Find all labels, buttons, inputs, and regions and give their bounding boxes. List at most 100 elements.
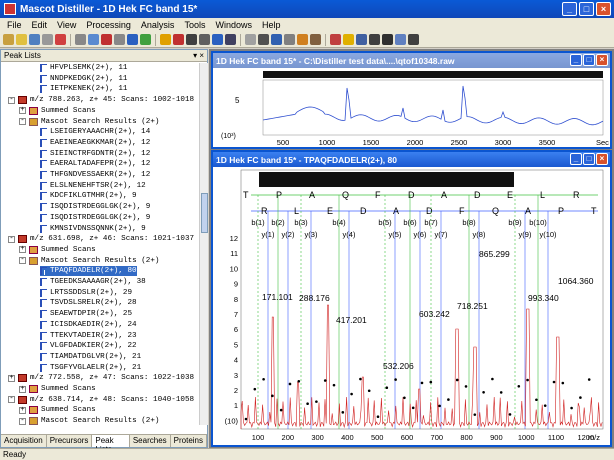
expand-toggle-icon[interactable]: -: [8, 95, 15, 104]
toolbar-button-icon[interactable]: [284, 34, 295, 45]
tab-precursors[interactable]: Precursors: [47, 435, 93, 447]
toolbar-button-icon[interactable]: [310, 34, 321, 45]
spec-close-button[interactable]: ×: [596, 153, 608, 165]
spectrum-window[interactable]: 1D Hek FC band 15* - TPAQFDADELR(2+), 80…: [211, 150, 612, 447]
tree-item[interactable]: Summed Scans: [29, 405, 96, 415]
menu-file[interactable]: File: [7, 20, 22, 30]
toolbar-button-icon[interactable]: [114, 34, 125, 45]
tree-item[interactable]: EAEINEAEGKKMAR(2+), 12: [40, 138, 150, 148]
toolbar-button-icon[interactable]: [271, 34, 282, 45]
raw-minimize-button[interactable]: _: [570, 54, 582, 66]
close-button[interactable]: ×: [596, 2, 611, 16]
tree-item[interactable]: KMNSIVDNSSQNNK(2+), 9: [40, 224, 146, 234]
maximize-button[interactable]: □: [579, 2, 594, 16]
toolbar-button-icon[interactable]: [343, 34, 354, 45]
tree-item[interactable]: SEAEWTDPIR(2+), 25: [40, 309, 132, 319]
menu-tools[interactable]: Tools: [184, 20, 206, 30]
expand-toggle-icon[interactable]: +: [19, 384, 26, 393]
tree-item[interactable]: VLGFDADKIER(2+), 22: [40, 341, 137, 351]
tree-item[interactable]: Summed Scans: [29, 106, 96, 116]
toolbar-button-icon[interactable]: [3, 34, 14, 45]
tab-searches[interactable]: Searches: [130, 435, 171, 447]
expand-toggle-icon[interactable]: +: [19, 245, 26, 254]
toolbar-button-icon[interactable]: [330, 34, 341, 45]
menu-processing[interactable]: Processing: [86, 20, 131, 30]
tree-item[interactable]: HFVPLSEMK(2+), 11: [40, 63, 127, 73]
raw-data-window[interactable]: 1D Hek FC band 15* - C:\Distiller test d…: [211, 51, 612, 149]
tree-item[interactable]: m/z 788.263, z+ 45: Scans: 1002-1018: [18, 95, 194, 105]
pane-close-icon[interactable]: ▾ ×: [193, 51, 204, 60]
toolbar-button-icon[interactable]: [75, 34, 86, 45]
expand-toggle-icon[interactable]: -: [19, 117, 26, 125]
raw-window-titlebar[interactable]: 1D Hek FC band 15* - C:\Distiller test d…: [213, 53, 610, 68]
tree-item[interactable]: Summed Scans: [29, 245, 96, 255]
raw-restore-button[interactable]: □: [583, 54, 595, 66]
minimize-button[interactable]: _: [562, 2, 577, 16]
tree-item[interactable]: TIAMDATDGLVR(2+), 21: [40, 352, 141, 362]
toolbar-button-icon[interactable]: [88, 34, 99, 45]
tree-item[interactable]: Summed Scans: [29, 384, 96, 394]
toolbar-button-icon[interactable]: [55, 34, 66, 45]
tree-item[interactable]: m/z 638.714, z+ 48: Scans: 1040-1058: [18, 395, 194, 405]
tree-item[interactable]: Mascot Search Results (2+): [29, 256, 159, 266]
toolbar-button-icon[interactable]: [160, 34, 171, 45]
tree-item[interactable]: ISQDISTRDEGGLGK(2+), 9: [40, 202, 150, 212]
tree-item[interactable]: ISQDISTRDEGGLGK(2+), 9: [40, 213, 150, 223]
toolbar-button-icon[interactable]: [101, 34, 112, 45]
toolbar-button-icon[interactable]: [127, 34, 138, 45]
menu-view[interactable]: View: [57, 20, 77, 30]
menu-windows[interactable]: Windows: [215, 20, 252, 30]
toolbar-button-icon[interactable]: [16, 34, 27, 45]
tree-item[interactable]: TPAQFDADELR(2+), 80: [40, 266, 137, 277]
tree-item[interactable]: TSGFYVGLAELR(2+), 21: [40, 363, 141, 373]
tree-item[interactable]: NNDPKEDGK(2+), 11: [40, 74, 127, 84]
tree-item[interactable]: IETPKENEK(2+), 11: [40, 84, 127, 94]
toolbar-button-icon[interactable]: [225, 34, 236, 45]
toolbar-button-icon[interactable]: [369, 34, 380, 45]
spec-minimize-button[interactable]: _: [570, 153, 582, 165]
menu-edit[interactable]: Edit: [31, 20, 48, 30]
toolbar-button-icon[interactable]: [42, 34, 53, 45]
tree-item[interactable]: ICISDKAEDIR(2+), 24: [40, 320, 137, 330]
tree-item[interactable]: TSVDSLSRELR(2+), 28: [40, 298, 137, 308]
tree-scrollbar[interactable]: [199, 63, 208, 425]
tab-peak-lists[interactable]: Peak Lists: [92, 435, 130, 454]
expand-toggle-icon[interactable]: +: [19, 106, 26, 115]
toolbar-button-icon[interactable]: [199, 34, 210, 45]
toolbar-button-icon[interactable]: [382, 34, 393, 45]
expand-toggle-icon[interactable]: -: [19, 416, 26, 425]
tree-item[interactable]: Mascot Search Results (2+): [29, 117, 159, 127]
toolbar-button-icon[interactable]: [395, 34, 406, 45]
menu-help[interactable]: Help: [261, 20, 281, 30]
tree-item[interactable]: m/z 631.698, z+ 46: Scans: 1021-1037: [18, 234, 194, 244]
tree-item[interactable]: TTEKVTADEIR(2+), 23: [40, 331, 137, 341]
toolbar-button-icon[interactable]: [173, 34, 184, 45]
toolbar-button-icon[interactable]: [140, 34, 151, 45]
tree-item[interactable]: THFGNDVESSAEKR(2+), 12: [40, 170, 150, 180]
toolbar-button-icon[interactable]: [356, 34, 367, 45]
expand-toggle-icon[interactable]: +: [8, 373, 15, 382]
tree-item[interactable]: ELSLNENEHFTSR(2+), 12: [40, 181, 146, 191]
toolbar-button-icon[interactable]: [212, 34, 223, 45]
toolbar-button-icon[interactable]: [297, 34, 308, 45]
tree-item[interactable]: TGEEDKSAAAAGR(2+), 38: [40, 277, 146, 287]
tree-item[interactable]: LRTSSDDSLR(2+), 29: [40, 288, 132, 298]
tree-item[interactable]: KDCFIKLGTMHR(2+), 9: [40, 191, 137, 201]
tree-item[interactable]: LSEIGERYAAACHR(2+), 14: [40, 127, 150, 137]
tree-item[interactable]: m/z 772.558, z+ 47: Scans: 1022-1038: [18, 373, 194, 383]
expand-toggle-icon[interactable]: +: [19, 405, 26, 414]
expand-toggle-icon[interactable]: -: [19, 256, 26, 265]
toolbar-button-icon[interactable]: [408, 34, 419, 45]
tab-acquisition[interactable]: Acquisition: [1, 435, 47, 447]
expand-toggle-icon[interactable]: -: [8, 395, 15, 404]
tree-item[interactable]: EAERALTADAFEPR(2+), 12: [40, 159, 150, 169]
spectrum-window-titlebar[interactable]: 1D Hek FC band 15* - TPAQFDADELR(2+), 80: [213, 152, 610, 167]
tree-item[interactable]: Mascot Search Results (2+): [29, 416, 159, 425]
tab-proteins[interactable]: Proteins: [171, 435, 207, 447]
spec-restore-button[interactable]: □: [583, 153, 595, 165]
toolbar-button-icon[interactable]: [186, 34, 197, 45]
toolbar-button-icon[interactable]: [258, 34, 269, 45]
toolbar-button-icon[interactable]: [29, 34, 40, 45]
menu-analysis[interactable]: Analysis: [140, 20, 175, 30]
raw-close-button[interactable]: ×: [596, 54, 608, 66]
